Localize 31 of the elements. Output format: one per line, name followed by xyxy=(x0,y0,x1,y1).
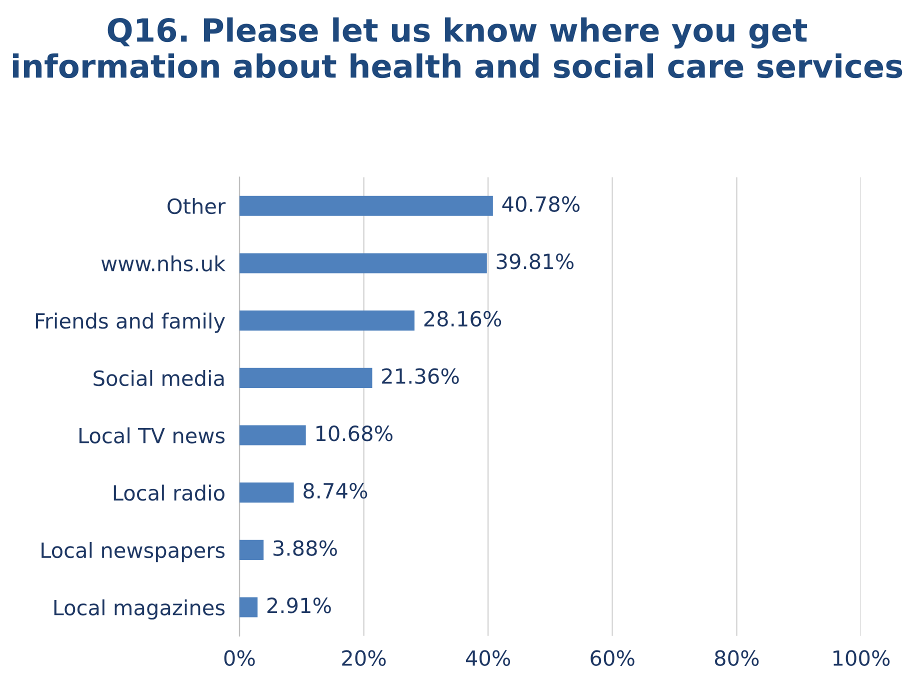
data-label: 8.74% xyxy=(304,482,368,499)
data-label: 21.36% xyxy=(382,368,459,384)
bar xyxy=(239,597,258,618)
bar xyxy=(239,482,294,503)
bar xyxy=(239,540,264,560)
data-label: 2.91% xyxy=(267,598,331,614)
bar xyxy=(239,196,493,216)
data-label: 3.88% xyxy=(274,540,337,556)
y-tick-label: Local radio xyxy=(114,484,224,501)
x-tick-label: 20% xyxy=(342,650,386,666)
data-label: 28.16% xyxy=(424,310,502,327)
data-label: 39.81% xyxy=(496,254,574,270)
bar xyxy=(239,368,372,388)
y-tick-label: Social media xyxy=(94,370,224,386)
y-tick-label: Local magazines xyxy=(54,599,225,620)
x-tick-label: 0% xyxy=(224,650,255,666)
data-label: 10.68% xyxy=(316,426,392,442)
chart-title: Q16. Please let us know where you get information about health and social care services xyxy=(13,17,902,78)
bar xyxy=(239,310,414,331)
x-tick-label: 80% xyxy=(714,650,759,666)
x-tick-label: 60% xyxy=(590,650,634,666)
y-tick-label: www.nhs.uk xyxy=(101,255,226,272)
data-label: 40.78% xyxy=(502,196,580,212)
bar xyxy=(239,253,487,274)
y-tick-label: Other xyxy=(168,198,226,214)
y-tick-label: Friends and family xyxy=(36,312,225,333)
bar xyxy=(239,425,306,446)
y-tick-label: Local TV news xyxy=(79,427,225,444)
x-tick-label: 40% xyxy=(466,650,510,666)
x-tick-label: 100% xyxy=(833,650,890,666)
y-tick-label: Local newspapers xyxy=(42,542,225,562)
